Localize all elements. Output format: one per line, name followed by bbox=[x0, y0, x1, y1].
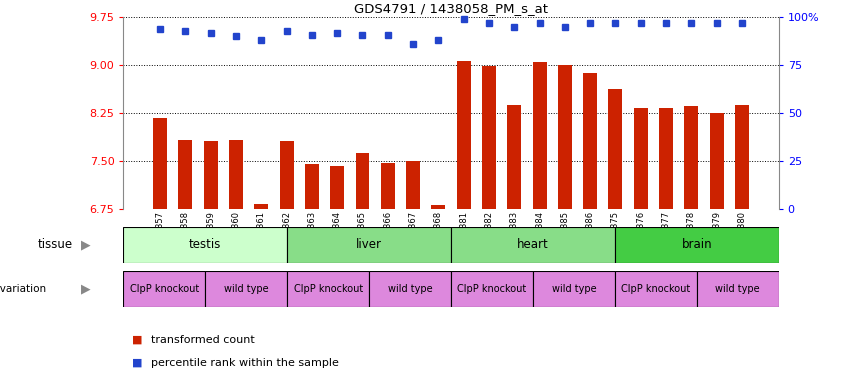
Text: ▶: ▶ bbox=[81, 238, 90, 251]
Bar bbox=[533, 271, 614, 307]
Text: brain: brain bbox=[682, 238, 712, 251]
Bar bbox=[710, 113, 723, 209]
Bar bbox=[305, 164, 319, 209]
Bar bbox=[287, 227, 451, 263]
Bar bbox=[507, 105, 521, 209]
Text: ClpP knockout: ClpP knockout bbox=[621, 284, 690, 294]
Bar bbox=[254, 204, 268, 209]
Bar bbox=[381, 162, 395, 209]
Text: wild type: wild type bbox=[716, 284, 760, 294]
Bar bbox=[287, 271, 369, 307]
Text: wild type: wild type bbox=[388, 284, 432, 294]
Bar bbox=[583, 73, 597, 209]
Bar bbox=[482, 66, 496, 209]
Bar bbox=[697, 271, 779, 307]
Bar bbox=[369, 271, 451, 307]
Text: genotype/variation: genotype/variation bbox=[0, 284, 47, 294]
Text: ■: ■ bbox=[132, 335, 142, 345]
Text: heart: heart bbox=[517, 238, 549, 251]
Text: tissue: tissue bbox=[37, 238, 72, 251]
Text: wild type: wild type bbox=[224, 284, 269, 294]
Bar bbox=[205, 271, 287, 307]
Bar bbox=[179, 139, 192, 209]
Text: liver: liver bbox=[356, 238, 382, 251]
Text: wild type: wild type bbox=[551, 284, 597, 294]
Bar bbox=[735, 105, 749, 209]
Bar bbox=[659, 108, 673, 209]
Bar bbox=[203, 141, 218, 209]
Bar bbox=[406, 161, 420, 209]
Bar bbox=[558, 65, 572, 209]
Text: ▶: ▶ bbox=[81, 283, 90, 295]
Bar bbox=[280, 141, 294, 209]
Bar bbox=[123, 227, 287, 263]
Bar bbox=[451, 227, 614, 263]
Text: ClpP knockout: ClpP knockout bbox=[129, 284, 199, 294]
Title: GDS4791 / 1438058_PM_s_at: GDS4791 / 1438058_PM_s_at bbox=[354, 2, 548, 15]
Bar bbox=[451, 271, 533, 307]
Text: testis: testis bbox=[189, 238, 221, 251]
Bar bbox=[533, 62, 546, 209]
Text: ■: ■ bbox=[132, 358, 142, 368]
Text: percentile rank within the sample: percentile rank within the sample bbox=[151, 358, 339, 368]
Bar bbox=[330, 166, 344, 209]
Bar bbox=[457, 61, 471, 209]
Bar bbox=[614, 227, 779, 263]
Text: ClpP knockout: ClpP knockout bbox=[294, 284, 363, 294]
Bar bbox=[614, 271, 697, 307]
Bar bbox=[634, 108, 648, 209]
Bar bbox=[123, 271, 205, 307]
Bar bbox=[684, 106, 699, 209]
Bar bbox=[356, 153, 369, 209]
Bar bbox=[153, 118, 167, 209]
Bar bbox=[608, 89, 622, 209]
Bar bbox=[431, 205, 445, 209]
Bar bbox=[229, 139, 243, 209]
Text: transformed count: transformed count bbox=[151, 335, 254, 345]
Text: ClpP knockout: ClpP knockout bbox=[457, 284, 527, 294]
